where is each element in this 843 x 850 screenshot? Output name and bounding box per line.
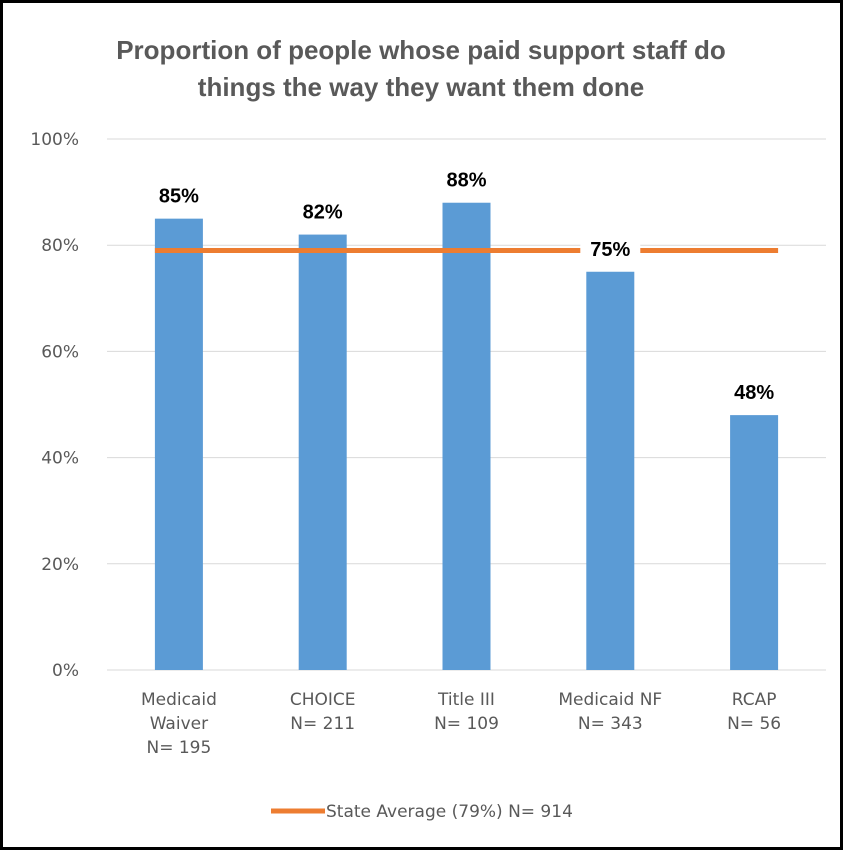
chart-title: Proportion of people whose paid support … <box>116 35 726 102</box>
data-label-bg <box>292 198 353 225</box>
bar-0 <box>154 218 203 670</box>
bar-1 <box>298 234 347 670</box>
chart-title-line-1: Proportion of people whose paid support … <box>116 35 726 65</box>
data-label: 75% <box>590 239 630 261</box>
chart-title-line-2: things the way they want them done <box>198 72 644 102</box>
legend-label-state-average: State Average (79%) N= 914 <box>326 802 573 822</box>
data-label: 48% <box>734 382 774 404</box>
y-tick-label: 100% <box>30 130 79 150</box>
data-label: 88% <box>446 170 486 192</box>
y-tick-label: 40% <box>41 449 79 469</box>
y-tick-label: 0% <box>52 661 79 681</box>
bar-2 <box>442 202 491 670</box>
data-label-bg <box>148 182 209 209</box>
x-axis: Medicaid Waiver N= 195 CHOICE N= 211 Title II… <box>141 690 781 758</box>
x-tick-label: RCAP <box>732 690 777 710</box>
data-label: 82% <box>303 202 343 224</box>
data-label-bg <box>580 235 641 262</box>
x-tick-label: N= 109 <box>434 714 499 734</box>
data-label: 85% <box>159 186 199 208</box>
x-tick-label: N= 211 <box>290 714 355 734</box>
y-tick-label: 20% <box>41 555 79 575</box>
bar-series <box>154 202 779 670</box>
bar-3 <box>586 271 635 670</box>
x-tick-label: N= 56 <box>727 714 781 734</box>
x-tick-label: Waiver <box>150 714 208 734</box>
data-label-bg <box>724 379 785 406</box>
legend: State Average (79%) N= 914 <box>271 802 573 822</box>
data-labels: 85% 82% 88% 75% 48% <box>148 166 785 406</box>
y-tick-label: 60% <box>41 342 79 362</box>
x-tick-label: N= 195 <box>146 738 211 758</box>
bar-chart: Proportion of people whose paid support … <box>30 35 826 822</box>
x-tick-label: Title III <box>437 690 495 710</box>
x-tick-label: Medicaid NF <box>558 690 662 710</box>
data-label-bg <box>436 166 497 193</box>
x-tick-label: CHOICE <box>290 690 356 710</box>
x-tick-label: N= 343 <box>578 714 643 734</box>
x-tick-label: Medicaid <box>141 690 217 710</box>
bar-4 <box>730 415 779 670</box>
y-axis: 0% 20% 40% 60% 80% 100% <box>30 130 79 681</box>
y-tick-label: 80% <box>41 236 79 256</box>
